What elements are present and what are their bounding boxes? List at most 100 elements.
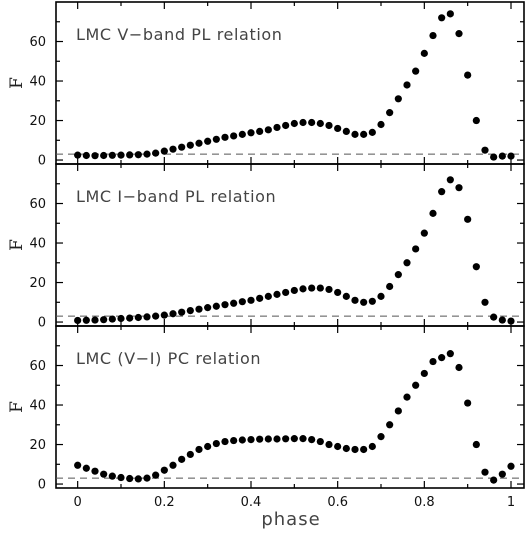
data-point: [325, 285, 333, 294]
data-point: [464, 71, 472, 79]
data-point: [273, 123, 281, 132]
y-tick-label: 0: [38, 478, 46, 493]
panel-title: LMC (V−I) PC relation: [76, 349, 261, 368]
data-point: [455, 184, 463, 192]
data-point: [420, 49, 428, 57]
data-point: [472, 440, 480, 449]
data-point: [507, 317, 515, 325]
data-point: [498, 152, 506, 160]
data-point: [290, 435, 298, 443]
data-point: [403, 393, 411, 401]
data-point: [420, 369, 428, 378]
data-point: [82, 316, 90, 324]
data-point: [360, 130, 368, 138]
y-axis-label: F: [7, 77, 27, 89]
data-point: [325, 121, 333, 130]
data-point: [134, 151, 142, 159]
data-point: [412, 67, 420, 75]
data-point: [472, 116, 480, 125]
data-point: [186, 306, 194, 315]
x-tick-label: 1: [507, 495, 515, 510]
data-point: [143, 474, 151, 482]
chart-panels: 0 20 40 60 F LMC V−band PL relation 0 20 40 60 F LM…: [7, 1, 525, 510]
data-point: [74, 151, 82, 159]
data-point: [507, 462, 515, 470]
data-point: [386, 421, 394, 429]
y-tick-label: 40: [29, 399, 46, 414]
data-point: [403, 259, 411, 267]
data-point: [438, 14, 446, 22]
data-point: [368, 297, 376, 305]
data-point: [117, 473, 125, 482]
data-point: [221, 437, 229, 446]
data-point: [117, 314, 125, 323]
data-point: [429, 209, 437, 217]
data-point: [438, 354, 446, 362]
data-point: [351, 296, 359, 304]
data-point: [316, 284, 324, 292]
data-point: [282, 435, 290, 443]
panel-title: LMC I−band PL relation: [76, 187, 276, 206]
data-point: [178, 308, 186, 316]
data-point: [490, 153, 498, 161]
data-point: [152, 312, 160, 320]
data-point: [221, 301, 229, 309]
data-point: [507, 152, 515, 160]
data-point: [429, 357, 437, 366]
data-point: [290, 286, 298, 295]
data-point: [160, 147, 168, 155]
data-point: [256, 435, 264, 443]
data-point: [117, 151, 125, 159]
data-point: [212, 302, 220, 310]
data-point: [134, 475, 142, 483]
data-point: [342, 444, 350, 453]
panel-1: 0 20 40 60 F LMC V−band PL relation: [7, 1, 525, 169]
data-point: [299, 435, 307, 443]
data-point: [91, 467, 99, 475]
y-tick-label: 60: [29, 359, 46, 374]
data-point: [247, 296, 255, 304]
data-point: [108, 472, 116, 480]
y-tick-label: 60: [29, 35, 46, 50]
data-point: [230, 299, 238, 307]
data-point: [455, 30, 463, 38]
data-point: [342, 127, 350, 136]
data-point: [299, 118, 307, 127]
data-point: [368, 442, 376, 451]
data-point: [143, 150, 151, 158]
y-tick-label: 0: [38, 154, 46, 169]
data-point: [100, 316, 108, 324]
data-point: [334, 288, 342, 297]
data-point: [438, 188, 446, 196]
data-point: [204, 304, 212, 312]
data-point: [394, 271, 402, 279]
data-point: [134, 313, 142, 322]
x-tick-label: 0.4: [241, 495, 262, 510]
data-point: [108, 151, 116, 159]
data-point: [490, 313, 498, 321]
data-point: [412, 381, 420, 389]
plot-frame: [55, 325, 525, 489]
x-tick-label: 0.2: [154, 495, 175, 510]
data-point: [247, 129, 255, 137]
data-point: [91, 152, 99, 160]
data-point: [377, 120, 385, 129]
data-point: [420, 229, 428, 237]
data-point: [351, 130, 359, 138]
data-point: [394, 407, 402, 415]
x-axis-label: phase: [261, 509, 320, 530]
y-axis-label: F: [7, 401, 27, 413]
data-point: [325, 440, 333, 449]
data-point: [178, 143, 186, 151]
data-point: [264, 126, 272, 134]
x-tick-label: 0.6: [327, 495, 348, 510]
data-point: [186, 450, 194, 459]
data-point: [100, 470, 108, 478]
data-point: [126, 151, 134, 159]
data-point: [368, 128, 376, 136]
data-point: [108, 315, 116, 323]
data-point: [490, 476, 498, 484]
data-point: [256, 294, 264, 302]
data-point: [394, 95, 402, 103]
